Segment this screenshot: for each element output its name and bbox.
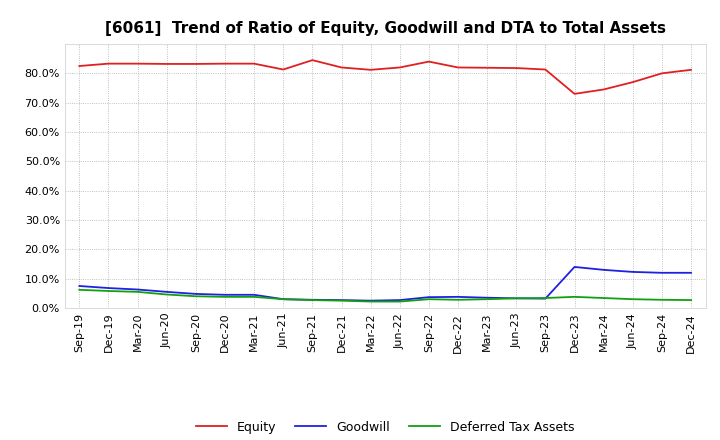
Deferred Tax Assets — [250, 294, 258, 300]
Deferred Tax Assets — [483, 297, 492, 302]
Equity — [163, 61, 171, 66]
Equity — [454, 65, 462, 70]
Equity — [366, 67, 375, 73]
Deferred Tax Assets — [337, 298, 346, 303]
Goodwill — [133, 287, 142, 292]
Equity — [425, 59, 433, 64]
Equity — [75, 63, 84, 69]
Equity — [570, 91, 579, 96]
Deferred Tax Assets — [220, 294, 229, 300]
Goodwill — [250, 292, 258, 297]
Deferred Tax Assets — [570, 294, 579, 300]
Goodwill — [541, 296, 550, 301]
Equity — [279, 67, 287, 72]
Goodwill — [104, 286, 113, 291]
Goodwill — [512, 296, 521, 301]
Goodwill — [308, 297, 317, 302]
Equity — [395, 65, 404, 70]
Equity — [483, 65, 492, 70]
Goodwill — [599, 267, 608, 272]
Equity — [220, 61, 229, 66]
Deferred Tax Assets — [512, 296, 521, 301]
Equity — [687, 67, 696, 73]
Deferred Tax Assets — [687, 297, 696, 303]
Equity — [541, 67, 550, 72]
Goodwill — [454, 294, 462, 300]
Goodwill — [366, 298, 375, 303]
Deferred Tax Assets — [599, 295, 608, 301]
Goodwill — [687, 270, 696, 275]
Deferred Tax Assets — [629, 297, 637, 302]
Goodwill — [425, 294, 433, 300]
Equity — [133, 61, 142, 66]
Goodwill — [220, 292, 229, 297]
Equity — [250, 61, 258, 66]
Deferred Tax Assets — [308, 297, 317, 303]
Goodwill — [629, 269, 637, 275]
Equity — [192, 61, 200, 66]
Deferred Tax Assets — [425, 297, 433, 302]
Goodwill — [163, 289, 171, 294]
Deferred Tax Assets — [279, 297, 287, 302]
Goodwill — [279, 297, 287, 302]
Deferred Tax Assets — [104, 288, 113, 293]
Equity — [599, 87, 608, 92]
Deferred Tax Assets — [75, 287, 84, 293]
Title: [6061]  Trend of Ratio of Equity, Goodwill and DTA to Total Assets: [6061] Trend of Ratio of Equity, Goodwil… — [104, 21, 666, 36]
Deferred Tax Assets — [366, 299, 375, 304]
Goodwill — [192, 291, 200, 297]
Goodwill — [75, 283, 84, 289]
Equity — [104, 61, 113, 66]
Deferred Tax Assets — [657, 297, 666, 302]
Goodwill — [337, 297, 346, 303]
Deferred Tax Assets — [133, 289, 142, 294]
Deferred Tax Assets — [192, 293, 200, 299]
Deferred Tax Assets — [395, 299, 404, 304]
Legend: Equity, Goodwill, Deferred Tax Assets: Equity, Goodwill, Deferred Tax Assets — [191, 416, 580, 439]
Deferred Tax Assets — [541, 295, 550, 301]
Equity — [337, 65, 346, 70]
Line: Equity: Equity — [79, 60, 691, 94]
Equity — [512, 66, 521, 71]
Line: Deferred Tax Assets: Deferred Tax Assets — [79, 290, 691, 301]
Equity — [308, 58, 317, 63]
Goodwill — [657, 270, 666, 275]
Equity — [657, 71, 666, 76]
Equity — [629, 80, 637, 85]
Goodwill — [483, 295, 492, 301]
Deferred Tax Assets — [163, 292, 171, 297]
Line: Goodwill: Goodwill — [79, 267, 691, 301]
Deferred Tax Assets — [454, 297, 462, 302]
Goodwill — [395, 297, 404, 303]
Goodwill — [570, 264, 579, 270]
